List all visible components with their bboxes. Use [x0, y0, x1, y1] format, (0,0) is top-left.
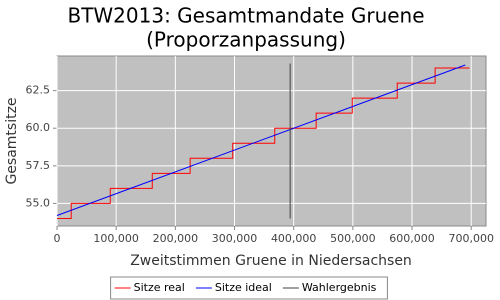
- x-tick-label: 500,000: [330, 232, 376, 245]
- legend-label: Sitze real: [134, 281, 185, 294]
- x-axis-label: Zweitstimmen Gruene in Niedersachsen: [130, 253, 412, 269]
- legend: Sitze real Sitze ideal Wahlergebnis: [110, 276, 388, 300]
- legend-box: [110, 276, 388, 300]
- legend-label: Wahlergebnis: [302, 281, 377, 294]
- x-tick-label: 600,000: [389, 232, 435, 245]
- y-tick-label: 60.0: [26, 121, 51, 134]
- y-axis-label: Gesamtsitze: [4, 97, 20, 184]
- x-tick-label: 200,000: [153, 232, 199, 245]
- y-tick-label: 62.5: [26, 84, 51, 97]
- x-tick-label: 300,000: [212, 232, 258, 245]
- x-tick-label: 0: [54, 232, 61, 245]
- legend-label: Sitze ideal: [215, 281, 272, 294]
- chart-title: BTW2013: Gesamtmandate Gruene: [67, 4, 424, 28]
- chart-subtitle: (Proporzanpassung): [146, 28, 346, 52]
- y-tick-label: 55.0: [26, 196, 51, 209]
- x-tick-label: 700,000: [448, 232, 494, 245]
- x-tick-label: 400,000: [271, 232, 317, 245]
- y-tick-label: 57.5: [26, 159, 51, 172]
- plot-area: [56, 55, 487, 227]
- x-tick-label: 100,000: [93, 232, 139, 245]
- series-line: [56, 64, 466, 216]
